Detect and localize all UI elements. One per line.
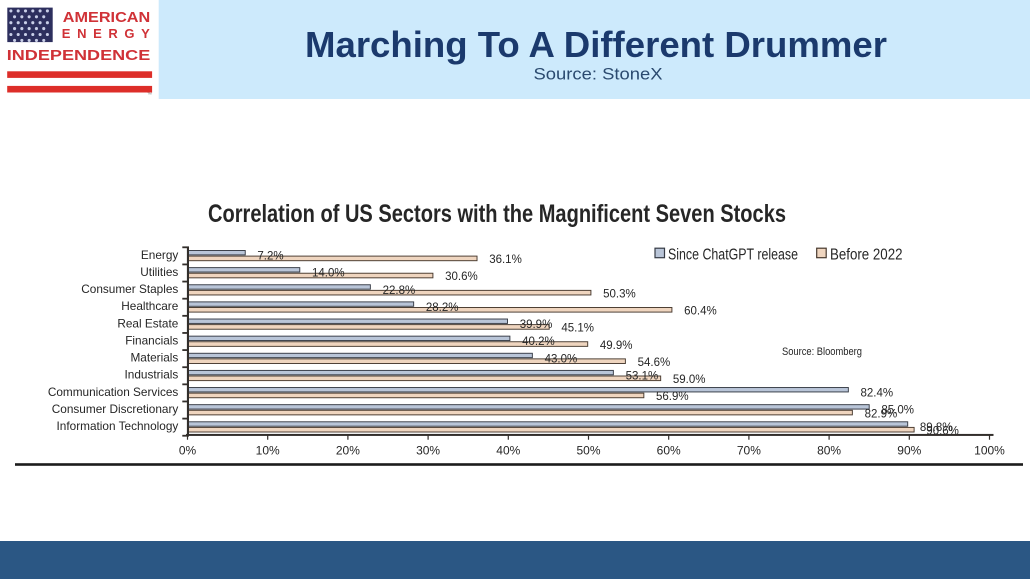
svg-text:Consumer Staples: Consumer Staples bbox=[81, 282, 178, 296]
svg-text:39.9%: 39.9% bbox=[520, 319, 553, 331]
svg-text:43.0%: 43.0% bbox=[545, 353, 578, 365]
svg-text:54.6%: 54.6% bbox=[638, 357, 671, 369]
svg-text:10%: 10% bbox=[256, 443, 280, 457]
svg-text:70%: 70% bbox=[737, 443, 761, 457]
svg-text:AMERICAN: AMERICAN bbox=[63, 10, 151, 26]
svg-text:60.4%: 60.4% bbox=[684, 305, 717, 317]
svg-text:30%: 30% bbox=[416, 443, 440, 457]
svg-text:45.1%: 45.1% bbox=[561, 323, 594, 335]
svg-text:30.6%: 30.6% bbox=[445, 271, 478, 283]
svg-text:22.8%: 22.8% bbox=[383, 285, 416, 297]
svg-text:Before 2022: Before 2022 bbox=[830, 247, 903, 264]
svg-text:™: ™ bbox=[147, 92, 152, 98]
svg-text:0%: 0% bbox=[179, 443, 197, 457]
svg-text:40%: 40% bbox=[496, 443, 520, 457]
svg-text:28.2%: 28.2% bbox=[426, 302, 459, 314]
svg-text:80%: 80% bbox=[817, 443, 841, 457]
svg-text:100%: 100% bbox=[974, 443, 1005, 457]
svg-text:Materials: Materials bbox=[130, 351, 178, 365]
svg-text:Energy: Energy bbox=[141, 248, 178, 262]
svg-text:Industrials: Industrials bbox=[125, 368, 179, 382]
svg-text:53.1%: 53.1% bbox=[626, 370, 659, 382]
svg-text:Source: Bloomberg: Source: Bloomberg bbox=[782, 346, 862, 358]
svg-text:59.0%: 59.0% bbox=[673, 374, 706, 386]
svg-text:Communication Services: Communication Services bbox=[48, 385, 179, 399]
svg-text:56.9%: 56.9% bbox=[656, 391, 689, 403]
svg-text:Information Technology: Information Technology bbox=[57, 419, 179, 433]
svg-text:85.0%: 85.0% bbox=[881, 405, 914, 417]
svg-text:40.2%: 40.2% bbox=[522, 336, 555, 348]
svg-text:20%: 20% bbox=[336, 443, 360, 457]
svg-text:Real Estate: Real Estate bbox=[117, 316, 178, 330]
svg-text:50.3%: 50.3% bbox=[603, 288, 636, 300]
svg-text:Source: StoneX: Source: StoneX bbox=[534, 66, 663, 84]
svg-text:ENERGY: ENERGY bbox=[62, 26, 150, 41]
svg-text:60%: 60% bbox=[657, 443, 681, 457]
svg-text:Consumer Discretionary: Consumer Discretionary bbox=[52, 402, 179, 416]
svg-text:82.4%: 82.4% bbox=[861, 388, 894, 400]
svg-text:7.2%: 7.2% bbox=[257, 251, 283, 263]
svg-text:Since ChatGPT release: Since ChatGPT release bbox=[668, 247, 798, 264]
svg-text:Healthcare: Healthcare bbox=[121, 299, 178, 313]
svg-text:50%: 50% bbox=[576, 443, 600, 457]
svg-text:90%: 90% bbox=[897, 443, 921, 457]
svg-text:82.9%: 82.9% bbox=[865, 408, 898, 420]
svg-text:Correlation of US Sectors with: Correlation of US Sectors with the Magni… bbox=[208, 200, 786, 228]
svg-text:Marching To A Different Drumme: Marching To A Different Drummer bbox=[305, 24, 887, 65]
svg-text:89.8%: 89.8% bbox=[920, 422, 953, 434]
svg-text:INDEPENDENCE: INDEPENDENCE bbox=[7, 48, 151, 64]
svg-text:Utilities: Utilities bbox=[140, 265, 178, 279]
svg-text:36.1%: 36.1% bbox=[489, 254, 522, 266]
svg-text:14.0%: 14.0% bbox=[312, 268, 345, 280]
svg-text:49.9%: 49.9% bbox=[600, 340, 633, 352]
svg-text:Financials: Financials bbox=[125, 333, 178, 347]
